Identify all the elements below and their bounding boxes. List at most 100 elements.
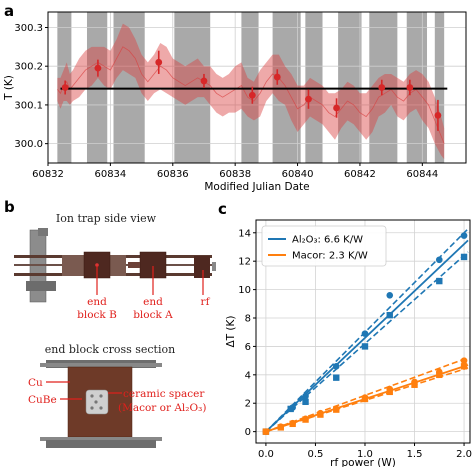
c-y-tick-label: 6 xyxy=(245,342,251,353)
panel-b-diagram: Ion trap side view end blo xyxy=(14,212,216,448)
panel-letter-b: b xyxy=(4,198,15,216)
c-y-ticks: 0 2 4 6 8 10 12 14 xyxy=(238,228,256,438)
c-square-point xyxy=(361,343,369,350)
c-square-point xyxy=(289,420,296,428)
c-square-point xyxy=(317,411,324,418)
c-square-point xyxy=(262,428,270,435)
a-axes-frame xyxy=(47,11,467,164)
c-y-tick-label: 12 xyxy=(238,257,251,268)
a-data-point xyxy=(94,64,102,72)
a-shaded-interval xyxy=(86,12,108,163)
a-y-tick-label: 300.3 xyxy=(14,23,43,34)
panel-letter-a: a xyxy=(4,2,14,20)
c-x-tick-label: 0.5 xyxy=(307,449,323,460)
c-circle-point xyxy=(302,392,309,400)
a-data-point xyxy=(333,104,340,112)
ceramic-label-2: (Macor or Al₂O₃) xyxy=(118,402,206,414)
c-legend: Al₂O₃: 6.6 K/W Macor: 2.3 K/W xyxy=(261,225,387,267)
a-data-point xyxy=(434,111,442,119)
c-legend-label: Al₂O₃: 6.6 K/W xyxy=(292,235,363,246)
trap-column-cap xyxy=(38,228,48,236)
c-legend-box xyxy=(261,225,387,267)
c-x-tick-label: 1.5 xyxy=(407,449,423,460)
end-block-a-label-2: block A xyxy=(133,309,173,321)
a-data-point xyxy=(155,58,163,66)
c-square-point xyxy=(386,311,393,319)
trap-connector xyxy=(128,262,140,268)
cross-section-bottom-plate xyxy=(46,440,156,448)
a-trace-line xyxy=(57,46,445,144)
c-x-ticks: 0.0 0.5 1.0 1.5 2.0 xyxy=(258,443,472,460)
spacer-hole xyxy=(90,406,94,410)
c-circle-point xyxy=(460,357,468,364)
a-y-axis-label: T (K) xyxy=(3,75,15,101)
c-square-point xyxy=(460,253,468,261)
spacer-hole xyxy=(90,394,94,398)
c-y-tick-label: 4 xyxy=(245,370,251,381)
end-block-b-label-1: end xyxy=(87,296,107,308)
spacer-hole xyxy=(99,406,103,410)
c-fit-bound-line xyxy=(265,228,469,433)
c-circle-point xyxy=(435,256,443,264)
c-y-tick-label: 0 xyxy=(245,427,251,438)
c-y-tick-label: 14 xyxy=(238,228,251,239)
a-x-tick-label: 60844 xyxy=(406,169,438,180)
c-square-point xyxy=(386,388,393,396)
c-fit-bound-line xyxy=(265,367,469,433)
a-y-tick-label: 300.0 xyxy=(14,139,43,150)
c-square-point xyxy=(333,374,340,381)
c-square-point xyxy=(361,395,369,403)
a-x-tick-label: 60838 xyxy=(219,169,251,180)
a-data-point xyxy=(305,95,312,103)
a-shaded-interval xyxy=(338,12,362,163)
a-shaded-interval xyxy=(113,12,145,163)
a-data-points xyxy=(61,50,442,131)
panel-letter-c: c xyxy=(218,200,227,218)
c-circle-point xyxy=(361,330,369,337)
c-fit-bound-line xyxy=(265,251,469,433)
rf-block xyxy=(194,256,210,278)
a-x-tick-label: 60840 xyxy=(282,169,314,180)
c-y-tick-label: 10 xyxy=(238,285,251,296)
c-square-point xyxy=(436,371,443,379)
c-circle-point xyxy=(460,232,468,239)
rf-label: rf xyxy=(201,296,211,308)
a-x-tick-label: 60832 xyxy=(32,169,64,180)
c-square-point xyxy=(411,381,418,388)
c-square-point xyxy=(302,416,309,423)
a-shaded-interval xyxy=(241,12,259,163)
spacer-hole xyxy=(99,394,103,398)
cross-section-title: end block cross section xyxy=(45,343,175,356)
c-circle-point xyxy=(332,362,340,370)
c-x-tick-label: 2.0 xyxy=(456,449,472,460)
a-shaded-interval xyxy=(434,12,445,163)
a-y-tick-label: 300.2 xyxy=(14,62,43,73)
c-axes-frame xyxy=(255,219,471,444)
trap-column-base xyxy=(26,281,56,291)
end-block-a-label-1: end xyxy=(143,296,163,308)
c-y-tick-label: 8 xyxy=(245,314,251,325)
a-data-point xyxy=(406,84,414,91)
a-y-ticks: 300.0 300.1 300.2 300.3 xyxy=(14,23,48,150)
a-shaded-interval xyxy=(305,12,323,163)
a-data-point xyxy=(273,73,281,81)
c-circle-point xyxy=(386,291,394,299)
a-trace-band xyxy=(57,23,445,160)
c-square-point xyxy=(302,398,309,406)
cross-section-bottom-flange xyxy=(40,437,162,441)
panel-c-chart: 0.0 0.5 1.0 1.5 2.0 0 2 4 6 8 10 12 14 rf power (W)… xyxy=(225,219,472,467)
c-y-tick-label: 2 xyxy=(245,399,251,410)
a-x-ticks: 60832 60834 60836 60838 60840 60842 60844 xyxy=(32,163,438,180)
cube-label: CuBe xyxy=(28,394,57,406)
ion-marker xyxy=(95,263,99,267)
end-block-cross-section xyxy=(40,360,162,448)
a-x-axis-label: Modified Julian Date xyxy=(204,181,309,193)
cross-section-top-flange xyxy=(40,363,162,367)
c-y-axis-label: ΔT (K) xyxy=(225,315,237,347)
a-x-tick-label: 60836 xyxy=(157,169,189,180)
a-shaded-interval xyxy=(272,12,301,163)
a-y-tick-label: 300.1 xyxy=(14,100,43,111)
c-square-point xyxy=(277,424,284,431)
a-data-point xyxy=(61,84,69,91)
c-x-axis-label: rf power (W) xyxy=(330,457,396,467)
